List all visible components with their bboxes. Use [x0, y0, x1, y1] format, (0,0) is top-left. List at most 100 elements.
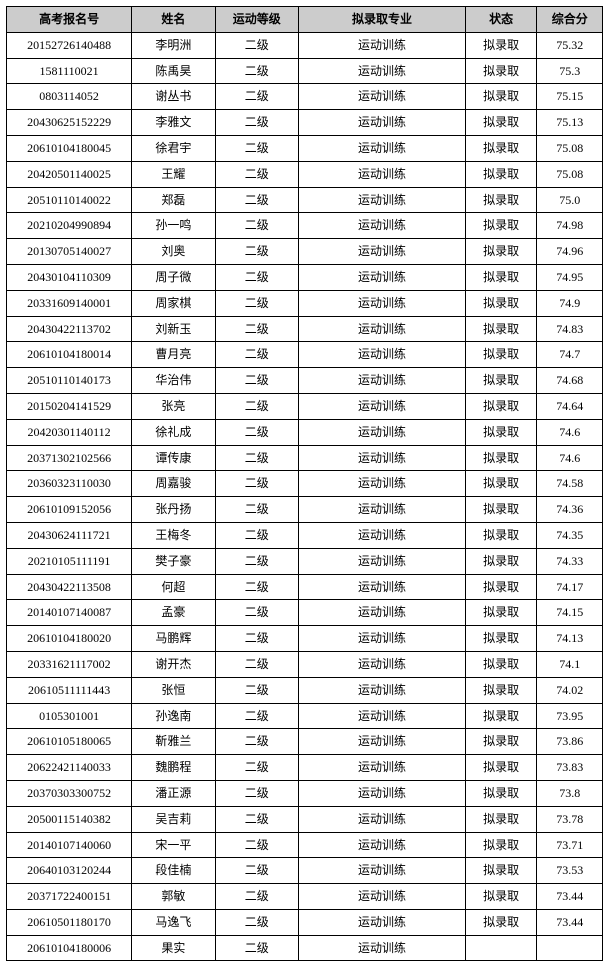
table-cell: 二级	[215, 239, 298, 265]
table-cell: 拟录取	[465, 755, 537, 781]
table-row: 20360323110030周嘉骏二级运动训练拟录取74.58	[7, 471, 603, 497]
table-cell: 运动训练	[299, 316, 466, 342]
table-cell: 运动训练	[299, 290, 466, 316]
table-cell: 拟录取	[465, 419, 537, 445]
table-cell: 拟录取	[465, 135, 537, 161]
table-cell	[465, 935, 537, 961]
table-cell: 拟录取	[465, 703, 537, 729]
table-cell: 二级	[215, 522, 298, 548]
table-row: 20371722400151郭敏二级运动训练拟录取73.44	[7, 884, 603, 910]
table-cell: 运动训练	[299, 780, 466, 806]
table-cell: 二级	[215, 548, 298, 574]
table-cell: 运动训练	[299, 651, 466, 677]
table-cell: 二级	[215, 497, 298, 523]
table-cell: 周家棋	[132, 290, 215, 316]
table-cell: 拟录取	[465, 522, 537, 548]
table-cell: 20510110140022	[7, 187, 132, 213]
table-row: 20331609140001周家棋二级运动训练拟录取74.9	[7, 290, 603, 316]
table-cell: 拟录取	[465, 729, 537, 755]
table-cell: 75.3	[537, 58, 603, 84]
col-major: 拟录取专业	[299, 7, 466, 33]
table-cell: 拟录取	[465, 548, 537, 574]
table-cell: 拟录取	[465, 264, 537, 290]
table-cell: 20130705140027	[7, 239, 132, 265]
table-cell: 靳雅兰	[132, 729, 215, 755]
table-cell: 20430104110309	[7, 264, 132, 290]
table-cell: 75.0	[537, 187, 603, 213]
table-cell: 运动训练	[299, 703, 466, 729]
table-cell: 拟录取	[465, 368, 537, 394]
table-cell: 20331621117002	[7, 651, 132, 677]
table-cell: 拟录取	[465, 858, 537, 884]
table-cell: 宋一平	[132, 832, 215, 858]
table-cell: 二级	[215, 316, 298, 342]
table-cell: 二级	[215, 729, 298, 755]
table-cell: 二级	[215, 677, 298, 703]
table-cell: 周嘉骏	[132, 471, 215, 497]
table-cell: 运动训练	[299, 729, 466, 755]
table-cell: 运动训练	[299, 32, 466, 58]
table-cell: 拟录取	[465, 780, 537, 806]
col-registration-number: 高考报名号	[7, 7, 132, 33]
table-cell: 拟录取	[465, 445, 537, 471]
table-cell: 20500115140382	[7, 806, 132, 832]
header-row: 高考报名号 姓名 运动等级 拟录取专业 状态 综合分	[7, 7, 603, 33]
table-row: 20370303300752潘正源二级运动训练拟录取73.8	[7, 780, 603, 806]
table-cell: 74.64	[537, 393, 603, 419]
table-cell: 75.13	[537, 110, 603, 136]
table-cell: 孟豪	[132, 600, 215, 626]
table-cell: 谢开杰	[132, 651, 215, 677]
table-cell: 二级	[215, 471, 298, 497]
table-cell: 王梅冬	[132, 522, 215, 548]
table-cell: 20610511111443	[7, 677, 132, 703]
table-cell: 运动训练	[299, 548, 466, 574]
table-row: 20430104110309周子微二级运动训练拟录取74.95	[7, 264, 603, 290]
table-cell: 73.53	[537, 858, 603, 884]
table-cell: 73.8	[537, 780, 603, 806]
table-cell: 运动训练	[299, 342, 466, 368]
table-row: 20430625152229李雅文二级运动训练拟录取75.13	[7, 110, 603, 136]
table-cell: 20430422113702	[7, 316, 132, 342]
table-cell: 马鹏辉	[132, 626, 215, 652]
table-cell: 73.95	[537, 703, 603, 729]
table-cell: 二级	[215, 84, 298, 110]
table-cell: 74.58	[537, 471, 603, 497]
table-cell: 74.68	[537, 368, 603, 394]
table-cell: 74.98	[537, 213, 603, 239]
table-row: 20130705140027刘奥二级运动训练拟录取74.96	[7, 239, 603, 265]
table-cell: 20610104180014	[7, 342, 132, 368]
table-cell: 何超	[132, 574, 215, 600]
table-cell: 吴吉莉	[132, 806, 215, 832]
table-cell: 20610501180170	[7, 909, 132, 935]
table-row: 20610104180020马鹏辉二级运动训练拟录取74.13	[7, 626, 603, 652]
table-cell: 谭传康	[132, 445, 215, 471]
table-cell: 20420501140025	[7, 161, 132, 187]
table-row: 20430624111721王梅冬二级运动训练拟录取74.35	[7, 522, 603, 548]
table-cell: 徐礼成	[132, 419, 215, 445]
table-cell: 刘奥	[132, 239, 215, 265]
table-cell: 二级	[215, 703, 298, 729]
table-cell: 二级	[215, 909, 298, 935]
table-row: 20420301140112徐礼成二级运动训练拟录取74.6	[7, 419, 603, 445]
table-cell: 74.15	[537, 600, 603, 626]
table-cell: 拟录取	[465, 84, 537, 110]
table-cell: 徐君宇	[132, 135, 215, 161]
table-cell: 拟录取	[465, 651, 537, 677]
table-cell: 刘新玉	[132, 316, 215, 342]
table-cell: 二级	[215, 368, 298, 394]
table-row: 20610104180006果实二级运动训练	[7, 935, 603, 961]
table-cell: 拟录取	[465, 677, 537, 703]
table-cell: 运动训练	[299, 626, 466, 652]
table-cell: 运动训练	[299, 574, 466, 600]
table-row: 0105301001孙逸南二级运动训练拟录取73.95	[7, 703, 603, 729]
table-cell: 李明洲	[132, 32, 215, 58]
table-row: 20420501140025王耀二级运动训练拟录取75.08	[7, 161, 603, 187]
table-cell: 74.35	[537, 522, 603, 548]
table-row: 20500115140382吴吉莉二级运动训练拟录取73.78	[7, 806, 603, 832]
table-cell: 运动训练	[299, 806, 466, 832]
admissions-table: 高考报名号 姓名 运动等级 拟录取专业 状态 综合分 2015272614048…	[6, 6, 603, 961]
table-cell: 拟录取	[465, 187, 537, 213]
table-cell: 20420301140112	[7, 419, 132, 445]
table-cell: 运动训练	[299, 909, 466, 935]
table-row: 20610109152056张丹扬二级运动训练拟录取74.36	[7, 497, 603, 523]
